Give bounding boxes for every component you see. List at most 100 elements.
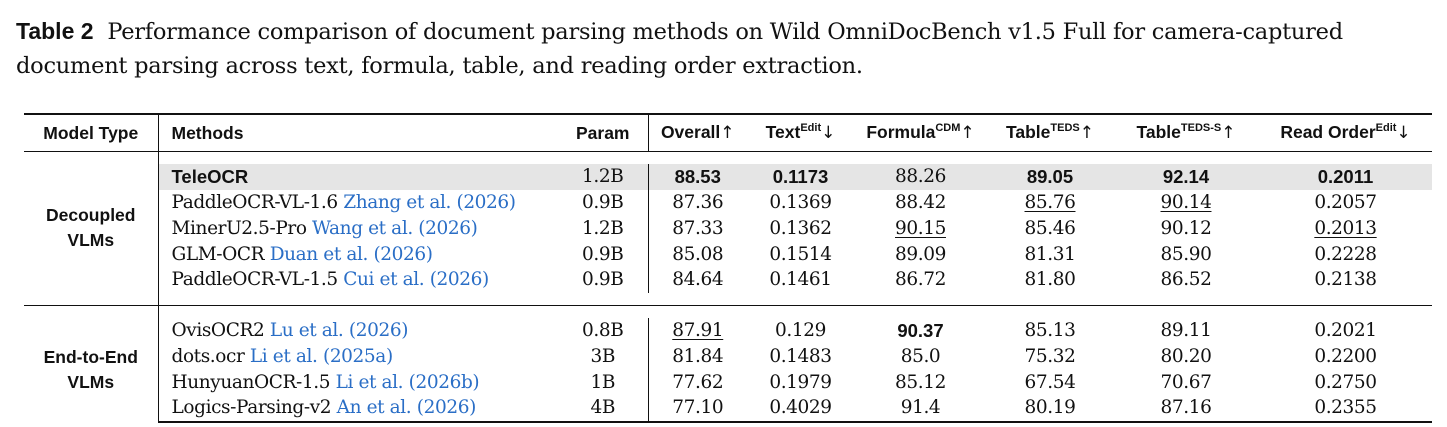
table-row: dots.ocr Li et al. (2025a) 3B 81.84 0.14…: [24, 343, 1432, 370]
formula-cdm-cell: 88.42: [895, 192, 946, 214]
read-order-cell: 0.2057: [1314, 192, 1377, 214]
table-row: GLM-OCR Duan et al. (2026) 0.9B 85.08 0.…: [24, 241, 1432, 267]
text-edit-cell: 0.1173: [747, 164, 854, 190]
method-cell: PaddleOCR-VL-1.5 Cui et al. (2026): [158, 267, 558, 293]
table-teds-cell: 81.31: [1024, 243, 1076, 265]
method-name: PaddleOCR-VL-1.5: [171, 269, 339, 291]
group-decoupled: Decoupled VLMs TeleOCR 1.2B 88.53 0.1173 …: [24, 151, 1432, 306]
header-table-teds: TableTEDS↑: [1005, 122, 1094, 143]
read-order-cell: 0.2011: [1259, 164, 1432, 190]
table-row: PaddleOCR-VL-1.5 Cui et al. (2026) 0.9B …: [24, 267, 1432, 293]
formula-cdm-cell: 90.15: [895, 217, 946, 239]
overall-cell: 85.08: [672, 243, 724, 265]
method-cell: GLM-OCR Duan et al. (2026): [158, 241, 558, 267]
method-name: dots.ocr: [171, 345, 245, 367]
formula-cdm-cell: 86.72: [895, 269, 946, 291]
table-teds-cell: 85.76: [1024, 192, 1076, 214]
down-arrow-icon: ↓: [821, 123, 836, 143]
table-row: PaddleOCR-VL-1.6 Zhang et al. (2026) 0.9…: [24, 189, 1432, 216]
table-teds-cell: 81.80: [1024, 269, 1076, 291]
table-row: Logics-Parsing-v2 An et al. (2026) 4B 77…: [24, 395, 1432, 423]
param-cell: 0.9B: [558, 189, 649, 216]
read-order-cell: 0.2228: [1314, 243, 1377, 265]
citation-link[interactable]: Zhang et al. (2026): [343, 192, 516, 214]
method-name: HunyuanOCR-1.5: [171, 371, 331, 393]
table-teds-s-cell: 80.20: [1160, 345, 1212, 367]
table-row: Decoupled VLMs TeleOCR 1.2B 88.53 0.1173 …: [24, 164, 1432, 293]
overall-cell: 84.64: [672, 269, 724, 291]
table-teds-s-cell: 90.14: [1160, 192, 1212, 214]
header-param: Param: [558, 114, 649, 152]
table-row: End-to-End VLMs OvisOCR2 Lu et al. (2026)…: [24, 317, 1432, 422]
model-type-decoupled: Decoupled VLMs: [24, 164, 159, 293]
citation-link[interactable]: Cui et al. (2026): [343, 269, 489, 291]
read-order-cell: 0.2750: [1314, 371, 1377, 393]
overall-cell: 87.91: [672, 320, 724, 342]
header-model-type: Model Type: [24, 114, 159, 152]
table-teds-cell: 89.05: [987, 164, 1113, 190]
method-cell: HunyuanOCR-1.5 Li et al. (2026b): [158, 369, 558, 395]
method-name: PaddleOCR-VL-1.6: [171, 192, 339, 214]
param-cell: 1.2B: [558, 215, 649, 242]
header-text: TextEdit↓: [765, 122, 836, 143]
table-caption: Table 2 Performance comparison of docume…: [16, 14, 1436, 83]
header-methods: Methods: [171, 122, 244, 143]
method-cell: dots.ocr Li et al. (2025a): [158, 344, 558, 370]
read-order-cell: 0.2200: [1314, 345, 1377, 367]
text-edit-cell: 0.1369: [769, 192, 832, 214]
group-end-to-end: End-to-End VLMs OvisOCR2 Lu et al. (2026)…: [24, 305, 1432, 423]
overall-cell: 87.33: [672, 217, 724, 239]
table-teds-cell: 67.54: [1024, 371, 1076, 393]
read-order-cell: 0.2138: [1314, 269, 1377, 291]
method-cell: PaddleOCR-VL-1.6 Zhang et al. (2026): [158, 190, 558, 216]
citation-link[interactable]: Lu et al. (2026): [269, 320, 409, 342]
table-teds-cell: 80.19: [987, 395, 1113, 423]
param-cell: 0.9B: [558, 267, 649, 293]
method-name: GLM-OCR: [171, 243, 265, 265]
up-arrow-icon: ↑: [1221, 123, 1236, 143]
table-teds-cell: 85.46: [1024, 217, 1076, 239]
header-read-order: Read OrderEdit↓: [1280, 122, 1411, 143]
formula-cdm-cell: 85.12: [895, 371, 946, 393]
table-teds-s-cell: 70.67: [1160, 371, 1212, 393]
citation-link[interactable]: Duan et al. (2026): [269, 243, 433, 265]
table-teds-s-cell: 86.52: [1160, 269, 1212, 291]
up-arrow-icon: ↑: [1079, 123, 1094, 143]
citation-link[interactable]: Wang et al. (2026): [312, 217, 478, 239]
results-table: Model Type Methods Param Overall↑ TextEd…: [24, 113, 1432, 423]
citation-link[interactable]: An et al. (2026): [336, 397, 477, 419]
table-teds-s-cell: 92.14: [1113, 164, 1259, 190]
method-cell: OvisOCR2 Lu et al. (2026): [158, 318, 558, 344]
formula-cdm-cell: 89.09: [895, 243, 946, 265]
text-edit-cell: 0.1362: [769, 217, 832, 239]
table-teds-cell: 75.32: [1024, 345, 1076, 367]
table-teds-s-cell: 89.11: [1160, 320, 1212, 342]
method-cell: Logics-Parsing-v2 An et al. (2026): [158, 395, 558, 423]
caption-label: Table 2: [16, 18, 94, 44]
method-cell: MinerU2.5-Pro Wang et al. (2026): [158, 216, 558, 242]
method-name: MinerU2.5-Pro: [171, 217, 307, 239]
caption-text: Performance comparison of document parsi…: [16, 19, 1343, 79]
read-order-cell: 0.2021: [1314, 320, 1377, 342]
overall-cell: 77.10: [648, 395, 747, 423]
param-cell: 3B: [558, 343, 649, 370]
method-name: OvisOCR2: [171, 320, 265, 342]
down-arrow-icon: ↓: [1396, 123, 1411, 143]
table-teds-s-cell: 85.90: [1160, 243, 1212, 265]
text-edit-cell: 0.1514: [769, 243, 832, 265]
header-table-teds-s: TableTEDS-S↑: [1136, 122, 1236, 143]
header-row: Model Type Methods Param Overall↑ TextEd…: [24, 114, 1432, 152]
text-edit-cell: 0.1461: [769, 269, 832, 291]
overall-cell: 87.36: [672, 192, 724, 214]
citation-link[interactable]: Li et al. (2026b): [335, 371, 480, 393]
param-cell: 1.2B: [558, 164, 649, 190]
formula-cdm-cell: 91.4: [854, 395, 987, 423]
param-cell: 0.8B: [558, 317, 649, 344]
citation-link[interactable]: Li et al. (2025a): [249, 345, 393, 367]
method-name: TeleOCR: [158, 164, 558, 190]
overall-cell: 88.53: [648, 164, 747, 190]
up-arrow-icon: ↑: [960, 123, 975, 143]
model-type-end-to-end: End-to-End VLMs: [24, 317, 159, 422]
text-edit-cell: 0.1483: [769, 345, 832, 367]
table-teds-cell: 85.13: [1024, 320, 1076, 342]
